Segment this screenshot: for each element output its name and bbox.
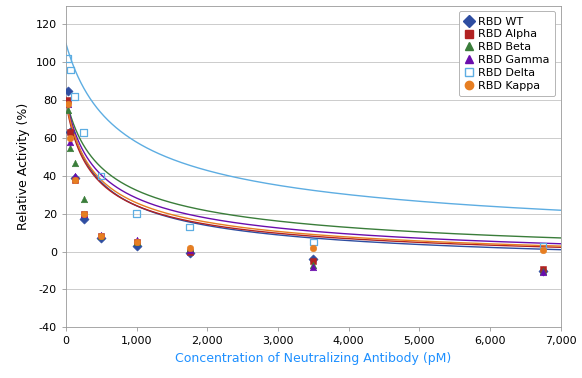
RBD WT [66,129,75,135]
RBD WT [308,256,318,262]
RBD Beta [308,262,318,268]
RBD WT [70,175,79,181]
RBD Beta [97,234,106,240]
RBD Beta [185,245,194,251]
RBD WT [132,243,141,249]
RBD Alpha [79,211,88,217]
RBD Kappa [70,177,79,183]
RBD Alpha [70,177,79,183]
RBD Beta [132,239,141,245]
RBD WT [538,268,548,274]
RBD Gamma [185,247,194,253]
RBD Delta [185,224,194,230]
RBD Gamma [66,139,75,145]
RBD Alpha [308,258,318,264]
RBD Kappa [79,211,88,217]
RBD Beta [538,268,548,274]
RBD Kappa [66,135,75,141]
RBD WT [63,88,73,94]
RBD Kappa [538,247,548,253]
RBD Beta [63,107,73,113]
RBD Kappa [97,234,106,240]
RBD Delta [79,129,88,135]
X-axis label: Concentration of Neutralizing Antibody (pM): Concentration of Neutralizing Antibody (… [175,352,452,365]
RBD Kappa [132,239,141,245]
RBD Delta [97,173,106,179]
RBD Beta [79,195,88,201]
RBD Alpha [63,97,73,103]
RBD Alpha [185,249,194,255]
RBD Delta [538,243,548,249]
RBD Gamma [308,264,318,270]
Legend: RBD WT, RBD Alpha, RBD Beta, RBD Gamma, RBD Delta, RBD Kappa: RBD WT, RBD Alpha, RBD Beta, RBD Gamma, … [459,11,555,96]
RBD Kappa [185,245,194,251]
Y-axis label: Relative Activity (%): Relative Activity (%) [17,103,30,230]
RBD WT [79,216,88,222]
RBD Delta [132,211,141,217]
RBD Kappa [308,245,318,251]
RBD Alpha [66,129,75,135]
RBD Gamma [70,173,79,179]
RBD WT [97,235,106,242]
RBD Kappa [63,101,73,107]
RBD Delta [66,67,75,73]
RBD Beta [70,160,79,166]
RBD Alpha [538,266,548,272]
RBD Beta [66,144,75,150]
RBD Alpha [132,239,141,245]
RBD Delta [63,56,73,62]
RBD WT [185,251,194,257]
RBD Delta [308,239,318,245]
RBD Gamma [538,270,548,276]
RBD Gamma [63,101,73,107]
RBD Gamma [97,232,106,238]
RBD Delta [70,93,79,99]
RBD Gamma [132,237,141,243]
RBD Gamma [79,211,88,217]
RBD Alpha [97,234,106,240]
